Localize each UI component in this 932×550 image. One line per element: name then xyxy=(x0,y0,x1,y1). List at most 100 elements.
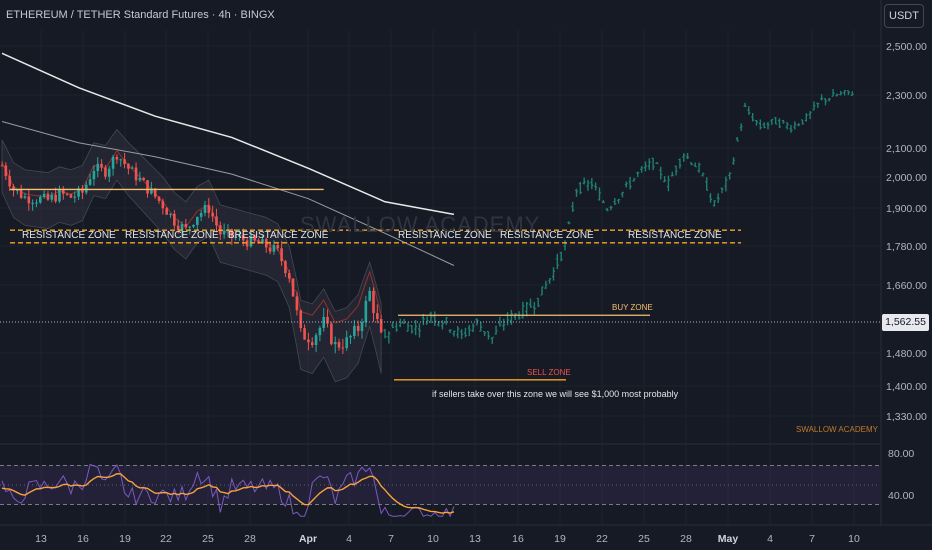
candle-body xyxy=(46,193,50,200)
time-tick-label: 19 xyxy=(554,533,566,545)
candle-body xyxy=(119,159,123,161)
candle-body xyxy=(280,248,283,262)
time-tick-label: 10 xyxy=(427,533,439,545)
annotation-text: if sellers take over this zone we will s… xyxy=(432,389,679,399)
ema-short-line xyxy=(1,150,382,324)
buy-zone-label: BUY ZONE xyxy=(612,303,653,312)
candle-body xyxy=(249,235,253,247)
resistance-zone-label: RESISTANCE ZONE xyxy=(500,230,594,241)
candle-body xyxy=(107,168,111,177)
time-tick-label: 10 xyxy=(848,533,860,545)
candle-body xyxy=(341,347,345,349)
resistance-zone-label: RESISTANCE ZONE xyxy=(628,230,722,241)
candle-body xyxy=(92,170,96,180)
candle-body xyxy=(50,194,54,200)
candle-body xyxy=(150,188,153,194)
candle-body xyxy=(353,325,356,336)
candle-body xyxy=(368,290,371,301)
candle-body xyxy=(153,188,157,197)
candle-body xyxy=(299,310,303,329)
candle-body xyxy=(115,156,119,160)
candle-body xyxy=(295,296,299,311)
time-tick-label: 4 xyxy=(346,533,352,545)
candle-body xyxy=(134,167,138,181)
candle-body xyxy=(215,216,218,226)
bollinger-band xyxy=(1,128,382,383)
candle-body xyxy=(127,163,130,169)
candle-body xyxy=(207,205,211,213)
price-tick-label: 2,300.00 xyxy=(886,90,927,102)
time-tick-label: 7 xyxy=(388,533,394,545)
price-tick-label: 2,500.00 xyxy=(886,41,927,53)
candle-body xyxy=(84,184,88,193)
time-tick-label: 16 xyxy=(77,533,89,545)
candle-body xyxy=(364,300,368,323)
candle-body xyxy=(96,163,100,171)
resistance-zone-label: RESISTANCE ZONE xyxy=(22,230,116,241)
currency-button[interactable]: USDT xyxy=(884,4,924,28)
rsi-line xyxy=(1,463,455,518)
candle-body xyxy=(42,193,46,198)
candle-body xyxy=(268,247,272,252)
candle-body xyxy=(199,212,203,217)
candle-body xyxy=(257,240,260,244)
time-tick-label: 16 xyxy=(512,533,524,545)
price-tick-label: 1,780.00 xyxy=(886,241,927,253)
candle-body xyxy=(261,239,264,244)
time-tick-label: 28 xyxy=(680,533,692,545)
time-tick-label: 13 xyxy=(35,533,47,545)
rsi-tick-label: 40.00 xyxy=(888,490,914,502)
rsi-tick-label: 80.00 xyxy=(888,448,914,460)
candle-body xyxy=(345,337,348,349)
candle-body xyxy=(238,235,241,237)
time-tick-label: Apr xyxy=(299,533,317,545)
candle-body xyxy=(310,342,314,346)
time-tick-label: 28 xyxy=(244,533,256,545)
candle-body xyxy=(234,236,237,238)
candle-body xyxy=(326,316,329,324)
price-tick-label: 2,100.00 xyxy=(886,143,927,155)
candle-body xyxy=(111,156,115,169)
candle-body xyxy=(16,190,19,192)
candle-body xyxy=(253,235,257,241)
candle-body xyxy=(69,194,73,198)
candle-body xyxy=(81,188,84,193)
candle-body xyxy=(192,224,195,227)
candle-body xyxy=(27,196,31,204)
candle-body xyxy=(318,327,322,336)
ma-200-line xyxy=(1,52,455,216)
candle-body xyxy=(284,261,287,274)
candle-body xyxy=(19,190,23,198)
watermark-text: SWALLOW ACADEMY xyxy=(300,212,540,237)
candle-body xyxy=(123,159,126,164)
price-tick-label: 2,000.00 xyxy=(886,172,927,184)
time-tick-label: May xyxy=(718,533,739,545)
candle-body xyxy=(241,235,245,241)
resistance-zone-label: RESISTANCE ZONE xyxy=(125,230,219,241)
candle-body xyxy=(146,180,149,194)
candle-body xyxy=(337,342,341,348)
sell-zone-label: SELL ZONE xyxy=(527,368,571,377)
time-tick-label: 19 xyxy=(119,533,131,545)
candle-body xyxy=(61,189,65,194)
candle-body xyxy=(169,213,172,215)
ma-100-line xyxy=(1,121,455,266)
candle-body xyxy=(372,290,375,314)
candle-body xyxy=(196,216,199,225)
time-tick-label: 25 xyxy=(202,533,214,545)
candle-body xyxy=(4,165,8,177)
price-tick-label: 1,660.00 xyxy=(886,280,927,292)
current-price-label: 1,562.55 xyxy=(882,314,929,331)
candle-body xyxy=(173,213,176,226)
candle-body xyxy=(330,323,333,345)
candle-body xyxy=(12,186,15,191)
candle-body xyxy=(100,163,103,168)
candle-body xyxy=(54,194,57,202)
candle-body xyxy=(333,342,337,345)
candle-body xyxy=(31,202,34,204)
candle-body xyxy=(349,335,352,338)
candle-body xyxy=(157,196,161,201)
candle-body xyxy=(360,322,364,331)
